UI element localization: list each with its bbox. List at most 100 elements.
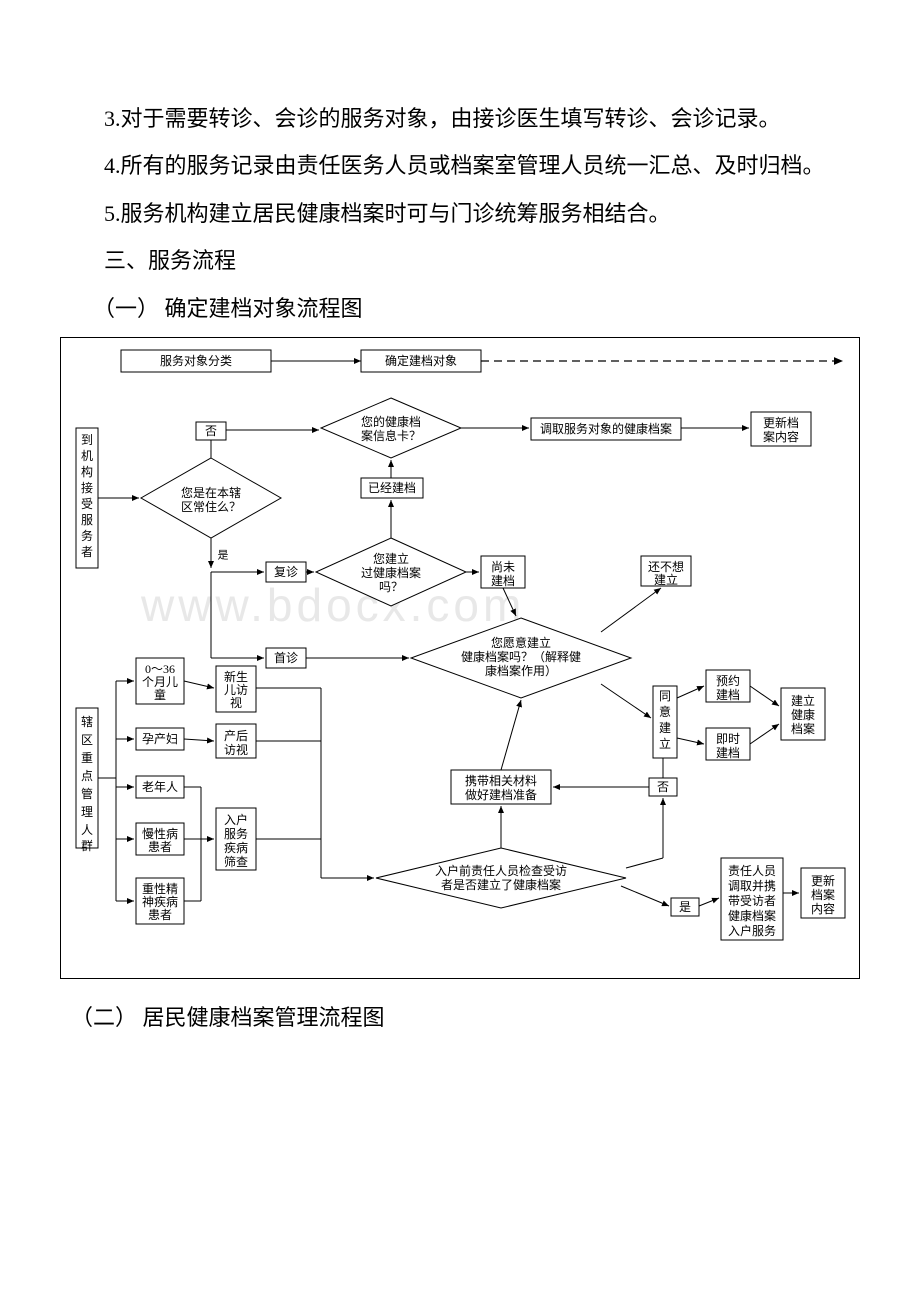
diamond-card-l2: 案信息卡？: [361, 428, 421, 443]
home-l1: 入户: [224, 812, 248, 827]
arrow-cat2: [184, 739, 214, 741]
no2-label: 否: [657, 780, 669, 794]
lg1-8: 者: [81, 545, 93, 559]
agree-1: 同: [659, 689, 671, 703]
diamond-willing-l3: 康档案作用）: [485, 663, 557, 678]
cat-old-label: 老年人: [142, 780, 178, 794]
fuzhen-label: 复诊: [274, 565, 298, 579]
cat-036-l1: 0～36: [145, 662, 175, 676]
arrow-yuyue: [677, 686, 704, 698]
paragraph-5: 5.服务机构建立居民健康档案时可与门诊统筹服务相结合。: [60, 195, 860, 232]
lg2-7: 人: [81, 823, 93, 837]
notyet-l2: 建档: [491, 574, 515, 588]
nowant-l2: 建立: [654, 572, 678, 587]
lg1-1: 到: [81, 433, 93, 447]
yes-label-1: 是: [218, 548, 229, 561]
cat-chronic-l2: 患者: [148, 840, 172, 854]
lg2-6: 理: [81, 805, 93, 819]
lg2-3: 重: [81, 751, 93, 765]
lg2-1: 辖: [81, 714, 93, 729]
paragraph-3: 3.对于需要转诊、会诊的服务对象，由接诊医生填写转诊、会诊记录。: [60, 100, 860, 137]
cat-preg-label: 孕产妇: [142, 732, 178, 746]
lg2-5: 管: [81, 786, 93, 801]
lg1-5: 受: [81, 497, 93, 511]
diamond-resident-l2: 区常住么？: [181, 500, 241, 514]
staff-l1: 责任人员: [728, 864, 776, 878]
agree-4: 立: [659, 736, 671, 751]
arrow-cat1: [184, 681, 214, 688]
lg1-6: 服: [81, 513, 93, 527]
create-l2: 健康: [791, 707, 815, 722]
header-left-label: 服务对象分类: [160, 353, 232, 368]
newborn-l1: 新生: [224, 669, 248, 684]
agree-2: 意: [659, 704, 671, 719]
update2-l1: 更新: [811, 873, 835, 888]
lg1-2: 机: [81, 449, 93, 463]
paragraph-4: 4.所有的服务记录由责任医务人员或档案室管理人员统一汇总、及时归档。: [60, 147, 860, 184]
subsection-heading-3-2: （二） 居民健康档案管理流程图: [60, 999, 860, 1036]
subsection-heading-3-1: （一） 确定建档对象流程图: [60, 290, 860, 327]
home-l2: 服务: [224, 826, 248, 841]
nowant-l1: 还不想: [648, 559, 684, 574]
retrieve-label: 调取服务对象的健康档案: [540, 421, 672, 436]
jishi-l2: 建档: [716, 746, 740, 760]
line-check-no2a: [626, 858, 663, 868]
cat-036-l2: 个月儿: [142, 675, 178, 689]
flowchart-1: www.bdocx.com 服务对象分类 确定建档对象 到 机 构 接 受 服 …: [60, 337, 860, 979]
diamond-built-l3: 吗？: [379, 580, 403, 594]
jishi-l1: 即时: [716, 732, 740, 746]
diamond-built-l1: 您建立: [373, 551, 409, 566]
home-l4: 筛查: [224, 854, 248, 869]
arrow-staff: [699, 898, 719, 906]
flowchart-svg: 服务对象分类 确定建档对象 到 机 构 接 受 服 务 者 辖 区 重 点 管 …: [61, 338, 861, 978]
arrow-jishi: [677, 738, 704, 744]
arrow-create2: [750, 724, 779, 744]
postnatal-l1: 产后: [224, 729, 248, 743]
cat-chronic-l1: 慢性病: [142, 826, 178, 841]
postnatal-l2: 访视: [224, 742, 248, 757]
arrow-agree: [601, 684, 651, 718]
staff-l2: 调取并携: [728, 878, 776, 893]
arrow-yes2: [621, 886, 669, 906]
staff-l5: 入户服务: [728, 923, 776, 938]
create-l3: 档案: [791, 721, 815, 736]
newborn-l3: 视: [230, 695, 242, 710]
prep-l1: 携带相关材料: [465, 773, 537, 788]
lg2-4: 点: [81, 769, 93, 783]
already-label: 已经建档: [368, 481, 416, 495]
yes2-label: 是: [679, 900, 691, 914]
cat-severe-l1: 重性精: [142, 882, 178, 896]
lg1-7: 务: [81, 528, 93, 543]
newborn-l2: 儿访: [224, 683, 248, 697]
home-l3: 疾病: [224, 840, 248, 855]
arrow-prep-willing: [501, 700, 521, 770]
agree-3: 建: [659, 721, 671, 735]
yuyue-l1: 预约: [716, 673, 740, 688]
no-label: 否: [205, 424, 217, 438]
yuyue-l2: 建档: [716, 688, 740, 702]
diamond-willing-l2: 健康档案吗？（解释健: [461, 649, 581, 664]
lg1-4: 接: [81, 480, 93, 495]
check-l2: 者是否建立了健康档案: [441, 877, 561, 892]
lg2-8: 群: [81, 839, 93, 853]
create-l1: 建立: [791, 693, 815, 708]
arrow-notyet-willing: [503, 588, 516, 616]
lg2-2: 区: [81, 733, 93, 747]
header-right-label: 确定建档对象: [385, 353, 457, 368]
staff-l4: 健康档案: [728, 908, 776, 923]
diamond-card-l1: 您的健康档: [361, 414, 421, 429]
lg1-3: 构: [81, 464, 93, 479]
diamond-built-l2: 过健康档案: [361, 565, 421, 580]
update-l1: 更新档: [763, 415, 799, 430]
shouzhen-label: 首诊: [274, 651, 298, 665]
section-heading-3: 三、服务流程: [60, 242, 860, 279]
staff-l3: 带受访者: [728, 894, 776, 908]
prep-l2: 做好建档准备: [465, 787, 537, 802]
cat-036-l3: 童: [154, 687, 166, 702]
arrow-nowant: [601, 588, 661, 632]
cat-severe-l3: 患者: [148, 908, 172, 922]
diamond-willing-l1: 您愿意建立: [491, 635, 551, 650]
cat-severe-l2: 神疾病: [142, 894, 178, 909]
arrow-create1: [750, 686, 779, 706]
diamond-resident-l1: 您是在本辖: [181, 485, 241, 500]
